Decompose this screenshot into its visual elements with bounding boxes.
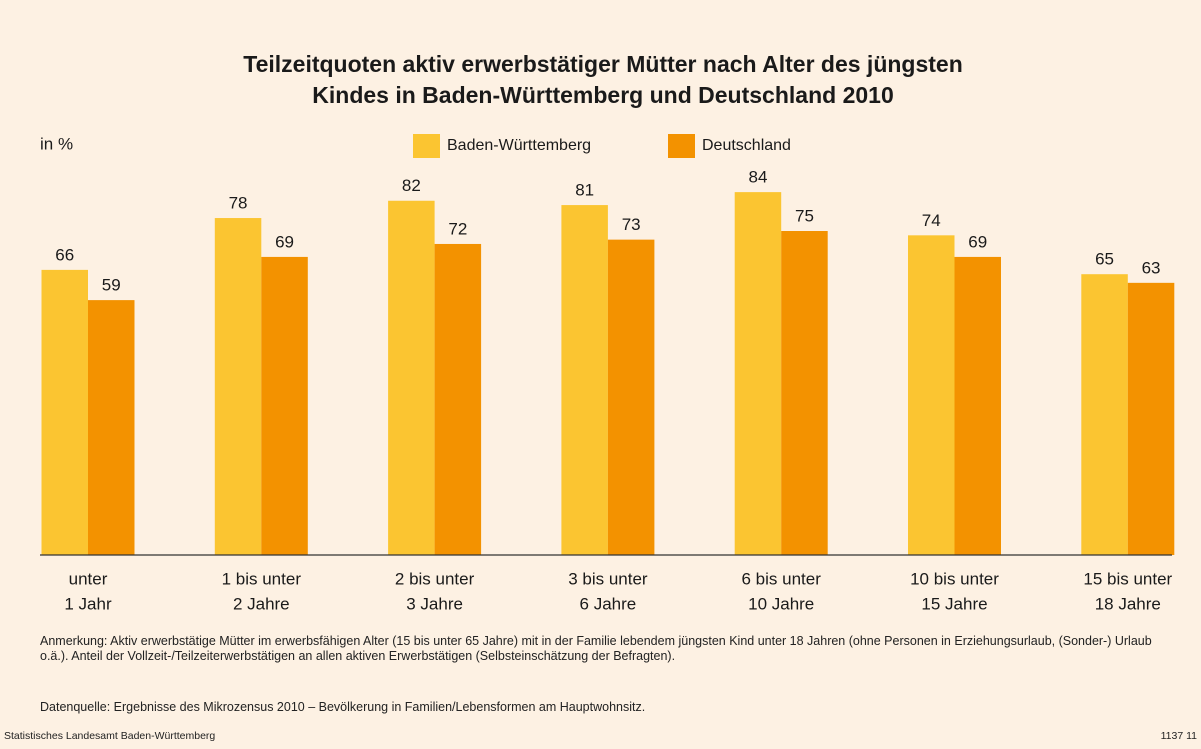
- x-tick-label: 15 bis unter: [1083, 569, 1172, 588]
- data-label: 73: [622, 215, 641, 234]
- bar: [388, 200, 435, 555]
- data-label: 59: [102, 276, 121, 295]
- x-tick-label: 10 Jahre: [748, 594, 814, 613]
- bar: [1127, 282, 1175, 555]
- x-tick-label: 1 bis unter: [222, 569, 302, 588]
- bar: [88, 300, 135, 555]
- data-label: 74: [922, 211, 941, 230]
- x-tick-label: 3 bis unter: [568, 569, 648, 588]
- chart-title: Kindes in Baden-Württemberg und Deutschl…: [312, 82, 893, 108]
- bar: [1081, 274, 1128, 555]
- data-label: 78: [229, 194, 248, 213]
- data-label: 82: [402, 176, 421, 195]
- legend-label: Deutschland: [702, 137, 791, 154]
- legend-swatch: [668, 134, 695, 158]
- data-label: 72: [448, 219, 467, 238]
- y-axis-label: in %: [40, 134, 73, 153]
- x-tick-label: 10 bis unter: [910, 569, 999, 588]
- x-tick-label: 6 bis unter: [742, 569, 822, 588]
- x-tick-label: 18 Jahre: [1095, 594, 1161, 613]
- bar: [781, 231, 828, 555]
- legend-swatch: [413, 134, 440, 158]
- data-label: 65: [1095, 250, 1114, 269]
- x-tick-label: unter: [69, 569, 108, 588]
- bar: [261, 256, 308, 555]
- bar: [561, 205, 608, 555]
- bar: [607, 239, 655, 555]
- data-label: 69: [275, 232, 294, 251]
- chart-title: Teilzeitquoten aktiv erwerbstätiger Mütt…: [243, 51, 963, 77]
- bar: [908, 235, 955, 555]
- data-source: Datenquelle: Ergebnisse des Mikrozensus …: [40, 700, 646, 714]
- x-tick-label: 1 Jahr: [64, 594, 112, 613]
- bar: [734, 192, 782, 555]
- publisher: Statistisches Landesamt Baden-Württember…: [4, 730, 216, 742]
- x-tick-label: 15 Jahre: [921, 594, 987, 613]
- data-label: 81: [575, 181, 594, 200]
- x-tick-label: 3 Jahre: [406, 594, 463, 613]
- data-label: 66: [55, 245, 74, 264]
- bar: [41, 269, 88, 555]
- code: 1137 11: [1160, 730, 1197, 742]
- legend-label: Baden-Württemberg: [447, 137, 591, 154]
- bar: [434, 243, 482, 555]
- x-tick-label: 2 Jahre: [233, 594, 290, 613]
- x-tick-label: 6 Jahre: [580, 594, 637, 613]
- bar: [214, 218, 262, 556]
- data-label: 69: [968, 232, 987, 251]
- data-label: 63: [1142, 258, 1161, 277]
- x-tick-label: 2 bis unter: [395, 569, 475, 588]
- note: Anmerkung: Aktiv erwerbstätige Mütter im…: [40, 634, 1152, 663]
- data-label: 84: [748, 168, 767, 187]
- bar: [954, 256, 1001, 555]
- data-label: 75: [795, 206, 814, 225]
